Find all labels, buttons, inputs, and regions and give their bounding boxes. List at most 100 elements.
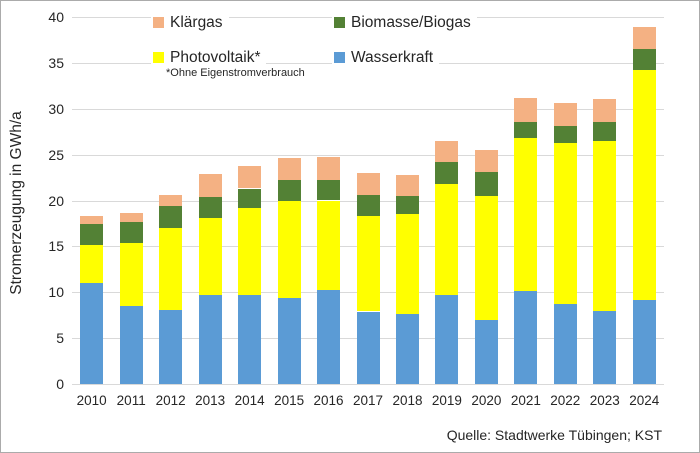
y-tick-label: 10 — [48, 284, 64, 301]
x-tick-label: 2015 — [274, 393, 305, 408]
bar-segment-biomasse-biogas-2014 — [238, 188, 262, 208]
bar-segment-photovoltaik--2023 — [593, 140, 617, 311]
gridline — [72, 154, 664, 156]
x-tick-label: 2020 — [471, 393, 502, 408]
bar-segment-kl-rgas-2018 — [396, 174, 419, 196]
y-tick-label: 20 — [48, 192, 64, 209]
bar-segment-biomasse-biogas-2010 — [80, 224, 104, 245]
bar-segment-wasserkraft-2021 — [514, 291, 538, 384]
bar-segment-photovoltaik--2021 — [514, 138, 538, 292]
bar-segment-kl-rgas-2024 — [632, 27, 656, 50]
bar-segment-wasserkraft-2015 — [277, 297, 301, 384]
bar-segment-biomasse-biogas-2020 — [474, 172, 498, 196]
wasserkraft-swatch-icon — [334, 52, 345, 63]
x-tick-label: 2021 — [510, 393, 541, 408]
bar-segment-photovoltaik--2010 — [80, 244, 104, 283]
bar-segment-photovoltaik--2013 — [198, 217, 222, 295]
bar-segment-wasserkraft-2023 — [593, 310, 617, 384]
legend-item-photovoltaik: Photovoltaik* — [151, 46, 267, 69]
bar-segment-wasserkraft-2012 — [159, 309, 183, 384]
x-tick-label: 2017 — [352, 393, 384, 408]
x-tick-label: 2019 — [431, 393, 462, 408]
x-tick-label: 2010 — [76, 393, 107, 408]
x-tick-label: 2018 — [392, 393, 423, 408]
bar-segment-photovoltaik--2019 — [435, 184, 459, 295]
klaergas-swatch-icon — [153, 17, 164, 28]
bar-segment-wasserkraft-2024 — [632, 299, 656, 384]
legend-item-biomasse: Biomasse/Biogas — [332, 11, 477, 34]
legend-item-wasserkraft: Wasserkraft — [332, 46, 440, 69]
y-tick-label: 40 — [48, 9, 64, 25]
y-tick-label: 15 — [48, 238, 64, 255]
bar-segment-wasserkraft-2018 — [396, 314, 419, 384]
bar-segment-wasserkraft-2013 — [198, 295, 222, 384]
photovoltaik-swatch-icon — [153, 52, 164, 63]
bar-segment-photovoltaik--2022 — [553, 142, 577, 305]
bar-segment-kl-rgas-2022 — [553, 103, 577, 127]
bar-segment-photovoltaik--2024 — [632, 70, 656, 300]
source-note: Quelle: Stadtwerke Tübingen; KST — [446, 427, 662, 443]
bar-segment-photovoltaik--2015 — [277, 201, 301, 298]
bar-segment-biomasse-biogas-2018 — [396, 195, 419, 215]
legend-label-biomasse: Biomasse/Biogas — [351, 14, 471, 31]
bar-segment-kl-rgas-2015 — [277, 158, 301, 181]
bar-segment-photovoltaik--2020 — [474, 195, 498, 320]
bar-segment-photovoltaik--2016 — [317, 200, 340, 291]
y-tick-label: 0 — [56, 376, 64, 392]
y-axis-title: Stromerzeugung in GWh/a — [8, 111, 25, 295]
bar-segment-kl-rgas-2014 — [238, 165, 262, 189]
x-tick-label: 2014 — [234, 393, 265, 408]
x-tick-label: 2022 — [550, 393, 581, 408]
bar-segment-kl-rgas-2012 — [159, 195, 183, 206]
legend-label-wasserkraft: Wasserkraft — [351, 49, 434, 66]
gridline — [72, 384, 664, 385]
x-tick-label: 2023 — [589, 393, 620, 408]
bar-segment-kl-rgas-2021 — [514, 97, 538, 122]
legend-label-klaergas: Klärgas — [170, 14, 223, 31]
y-tick-label: 5 — [56, 330, 64, 347]
bar-segment-biomasse-biogas-2016 — [317, 180, 340, 201]
legend-footnote: *Ohne Eigenstromverbrauch — [166, 67, 305, 80]
bar-segment-biomasse-biogas-2017 — [356, 195, 380, 217]
bar-segment-biomasse-biogas-2023 — [593, 121, 617, 141]
bar-segment-biomasse-biogas-2022 — [553, 126, 577, 143]
bar-segment-wasserkraft-2010 — [80, 283, 104, 384]
bar-segment-kl-rgas-2023 — [593, 98, 617, 122]
bar-segment-kl-rgas-2019 — [435, 140, 459, 162]
bar-segment-kl-rgas-2010 — [80, 216, 104, 225]
bar-segment-biomasse-biogas-2013 — [198, 196, 222, 218]
bar-segment-wasserkraft-2019 — [435, 295, 459, 384]
y-tick-label: 35 — [48, 54, 64, 71]
bar-segment-biomasse-biogas-2015 — [277, 180, 301, 202]
gridline — [72, 108, 664, 110]
bar-segment-wasserkraft-2020 — [474, 319, 498, 384]
x-tick-label: 2016 — [313, 393, 344, 408]
bar-segment-photovoltaik--2014 — [238, 207, 262, 295]
bar-segment-photovoltaik--2011 — [119, 242, 143, 306]
biomasse-swatch-icon — [334, 17, 345, 28]
bar-segment-wasserkraft-2011 — [119, 306, 143, 384]
legend-label-photovoltaik: Photovoltaik* — [170, 49, 261, 66]
bar-segment-wasserkraft-2016 — [317, 290, 340, 384]
bar-segment-biomasse-biogas-2019 — [435, 162, 459, 184]
bar-segment-wasserkraft-2014 — [238, 295, 262, 384]
bar-segment-wasserkraft-2017 — [356, 311, 380, 384]
x-tick-label: 2012 — [155, 393, 186, 408]
bar-segment-kl-rgas-2011 — [119, 213, 143, 222]
legend-item-klaergas: Klärgas — [151, 11, 229, 34]
bar-segment-wasserkraft-2022 — [553, 304, 577, 384]
y-tick-label: 30 — [48, 100, 64, 117]
bar-segment-biomasse-biogas-2012 — [159, 206, 183, 228]
x-tick-label: 2024 — [629, 393, 660, 408]
bar-segment-kl-rgas-2016 — [317, 156, 340, 181]
bar-segment-biomasse-biogas-2021 — [514, 121, 538, 139]
bar-segment-kl-rgas-2020 — [474, 150, 498, 172]
bar-segment-photovoltaik--2012 — [159, 228, 183, 310]
bar-segment-kl-rgas-2013 — [198, 173, 222, 197]
y-tick-label: 25 — [48, 146, 64, 163]
x-tick-label: 2011 — [116, 393, 146, 408]
bar-segment-photovoltaik--2018 — [396, 214, 419, 315]
bar-segment-biomasse-biogas-2011 — [119, 221, 143, 243]
